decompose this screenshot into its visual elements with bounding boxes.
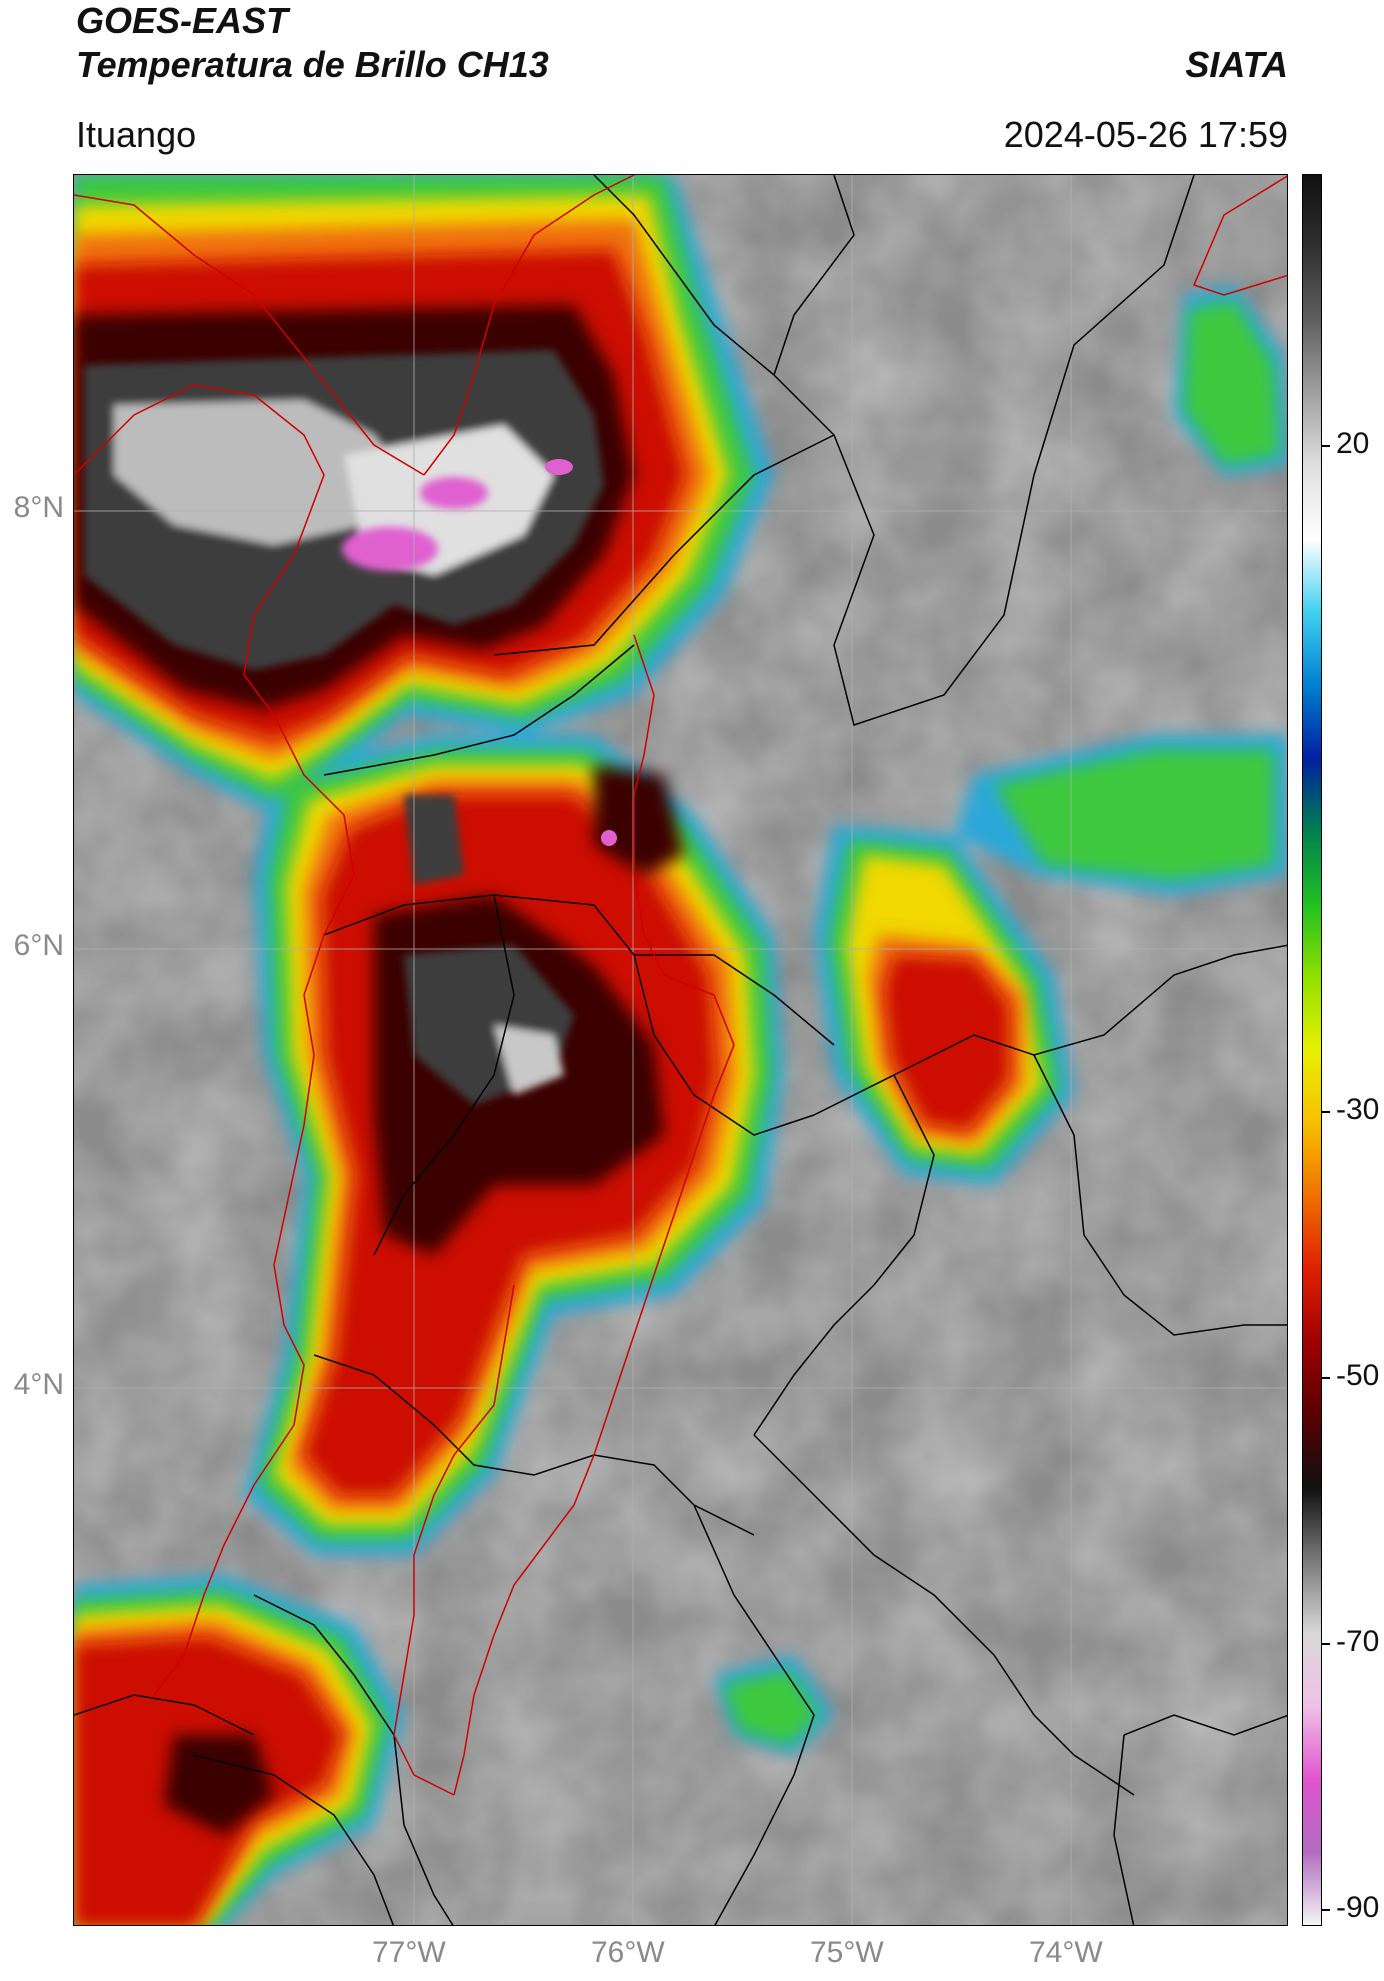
latitude-label-8N: 8°N [13,491,64,524]
satellite-map[interactable] [73,174,1288,1926]
latitude-label-4N: 4°N [13,1368,64,1401]
colorbar-tick [1322,445,1330,447]
regional-borders [74,175,1287,1796]
colorbar-label-neg30: -30 [1336,1093,1380,1126]
map-canvas [74,175,1287,1925]
colorbar-tick [1322,1909,1330,1911]
graticule [74,175,1287,1925]
location-label: Ituango [76,114,197,155]
temperature-colorbar [1302,174,1322,1926]
product-title: Temperatura de Brillo CH13 [76,44,549,85]
longitude-label-76W: 76°W [591,1936,665,1969]
colorbar-tick [1322,1111,1330,1113]
longitude-label-75W: 75°W [810,1936,884,1969]
satellite-title: GOES-EAST [76,0,289,41]
brand-label: SIATA [1185,44,1288,85]
longitude-label-77W: 77°W [372,1936,446,1969]
latitude-label-6N: 6°N [13,929,64,962]
datetime-label: 2024-05-26 17:59 [1003,114,1288,155]
longitude-label-74W: 74°W [1029,1936,1103,1969]
colorbar-label-neg90: -90 [1336,1891,1380,1924]
colorbar-label-neg70: -70 [1336,1625,1380,1658]
colorbar-label-20: 20 [1336,427,1370,460]
colorbar-tick [1322,1377,1330,1379]
colorbar-tick [1322,1643,1330,1645]
colorbar-label-neg50: -50 [1336,1359,1380,1392]
